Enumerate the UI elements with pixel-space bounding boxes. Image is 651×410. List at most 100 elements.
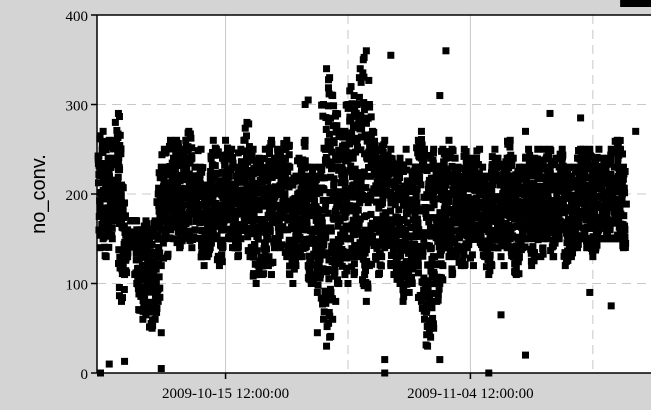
data-point (601, 211, 609, 219)
data-point (257, 253, 265, 261)
data-point (366, 136, 374, 144)
data-point (153, 253, 161, 261)
data-point (258, 178, 266, 186)
data-point (561, 262, 569, 270)
data-point (433, 195, 441, 203)
data-point (455, 244, 463, 252)
data-point (228, 145, 236, 153)
data-point (534, 236, 542, 244)
data-point (239, 168, 247, 176)
data-point (491, 145, 499, 153)
data-point (573, 180, 581, 188)
data-point (323, 342, 331, 350)
data-point (559, 162, 567, 170)
data-point (546, 109, 554, 117)
data-point (197, 145, 205, 153)
data-point (324, 118, 332, 126)
data-point (424, 342, 432, 350)
data-point (232, 244, 240, 252)
data-point (351, 165, 359, 173)
data-point (323, 156, 331, 164)
data-point (157, 216, 165, 224)
data-point (472, 221, 480, 229)
data-point (103, 232, 111, 240)
data-point (295, 154, 303, 162)
data-point (602, 172, 610, 180)
data-point (173, 183, 181, 191)
data-point (239, 222, 247, 230)
data-point (394, 177, 402, 185)
data-point (622, 200, 630, 208)
data-point (446, 171, 454, 179)
data-point (419, 252, 427, 260)
data-point (155, 273, 163, 281)
data-point (265, 157, 273, 165)
data-point (410, 206, 418, 214)
data-point (480, 244, 488, 252)
data-point (532, 211, 540, 219)
x-tick-label: 2009-10-15 12:00:00 (162, 386, 289, 402)
data-point (451, 253, 459, 261)
data-point (237, 145, 245, 153)
data-point (551, 161, 559, 169)
data-point (263, 235, 271, 243)
data-point (218, 237, 226, 245)
data-point (163, 182, 171, 190)
data-point (378, 183, 386, 191)
data-point (534, 190, 542, 198)
data-point (586, 288, 594, 296)
data-point (153, 198, 161, 206)
data-point (155, 184, 163, 192)
data-point (105, 206, 113, 214)
data-point (477, 230, 485, 238)
data-point (344, 187, 352, 195)
data-point (234, 253, 242, 261)
data-point (277, 207, 285, 215)
data-point (112, 183, 120, 191)
data-point (348, 263, 356, 271)
data-point (420, 235, 428, 243)
data-point (266, 191, 274, 199)
data-point (326, 291, 334, 299)
data-point (157, 163, 165, 171)
data-point (114, 173, 122, 181)
data-point (274, 187, 282, 195)
data-point (218, 251, 226, 259)
data-point (354, 206, 362, 214)
data-point (547, 247, 555, 255)
data-point (315, 225, 323, 233)
data-point (564, 247, 572, 255)
data-points (94, 0, 651, 377)
data-point (266, 150, 274, 158)
data-point (296, 201, 304, 209)
data-point (185, 127, 193, 135)
data-point (303, 196, 311, 204)
data-point (441, 205, 449, 213)
data-point (514, 258, 522, 266)
data-point (253, 233, 261, 241)
data-point (308, 234, 316, 242)
data-point (591, 207, 599, 215)
x-tick-labels: 2009-10-15 12:00:00 2009-11-04 12:00:00 (162, 373, 534, 402)
data-point (555, 235, 563, 243)
data-point (157, 262, 165, 270)
data-point (167, 180, 175, 188)
data-point (247, 155, 255, 163)
data-point (587, 221, 595, 229)
data-point (405, 158, 413, 166)
data-point (581, 173, 589, 181)
data-point (231, 193, 239, 201)
data-point (620, 212, 628, 220)
data-point (114, 109, 122, 117)
data-point (172, 162, 180, 170)
data-point (510, 180, 518, 188)
data-point (337, 237, 345, 245)
y-tick-label: 200 (66, 188, 89, 204)
data-point (400, 231, 408, 239)
data-point (462, 212, 470, 220)
data-point (324, 102, 332, 110)
data-point (442, 181, 450, 189)
data-point (500, 262, 508, 270)
data-point (231, 217, 239, 225)
data-point (402, 145, 410, 153)
